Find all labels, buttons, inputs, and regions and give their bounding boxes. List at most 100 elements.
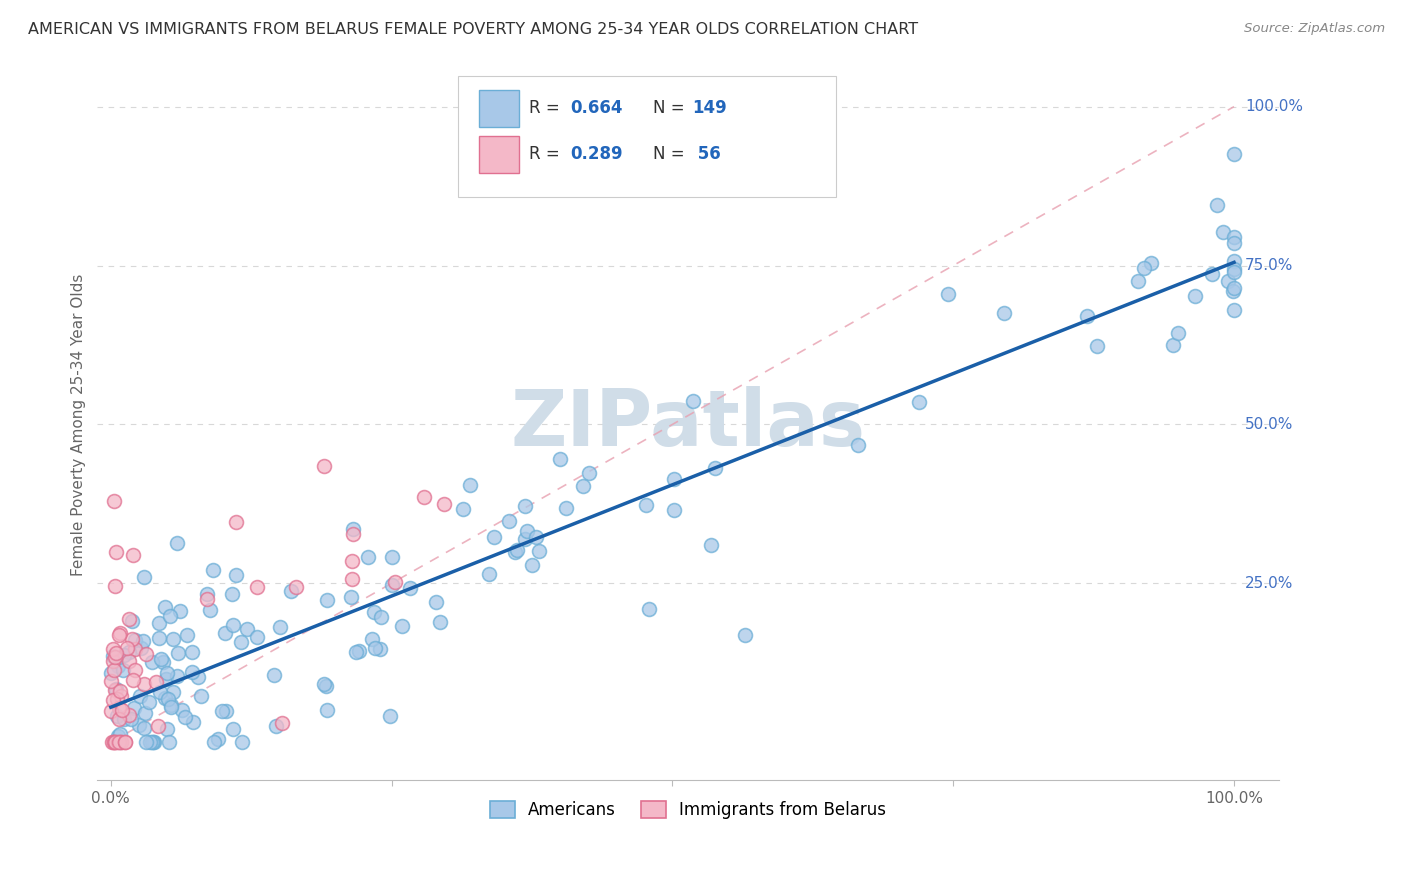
Point [132, 677, 155, 691]
Point [120, 712, 142, 726]
Point [936, 286, 959, 301]
Point [166, 669, 188, 683]
Point [357, 549, 380, 564]
Point [134, 706, 156, 720]
Point [734, 628, 756, 642]
Point [115, 640, 138, 655]
Point [105, 708, 128, 723]
FancyBboxPatch shape [479, 90, 519, 127]
Point [1206, 197, 1229, 211]
Point [110, 689, 132, 703]
Point [190, 690, 212, 704]
Point [118, 612, 141, 626]
Point [112, 663, 135, 677]
Point [114, 735, 136, 749]
Point [108, 684, 131, 698]
Point [166, 536, 188, 550]
Point [174, 710, 197, 724]
Point [128, 718, 150, 732]
Point [1133, 260, 1156, 275]
Point [105, 544, 128, 558]
Point [132, 634, 155, 648]
Point [142, 735, 165, 749]
Point [107, 735, 129, 749]
Point [364, 641, 387, 656]
Point [108, 712, 131, 726]
Point [142, 735, 165, 749]
Point [108, 701, 131, 715]
Point [149, 685, 172, 699]
Point [700, 539, 723, 553]
Point [505, 542, 527, 557]
Point [246, 581, 269, 595]
Point [312, 458, 335, 473]
Point [522, 558, 544, 573]
Point [118, 708, 141, 723]
Point [342, 527, 364, 541]
Point [169, 604, 191, 618]
Point [433, 497, 456, 511]
Point [157, 691, 180, 706]
Point [131, 641, 153, 656]
Point [172, 703, 194, 717]
Point [104, 735, 127, 749]
Point [682, 393, 704, 408]
Point [263, 667, 285, 681]
Point [271, 715, 294, 730]
Point [1223, 262, 1246, 277]
Point [103, 493, 125, 508]
Point [202, 735, 225, 749]
Legend: Americans, Immigrants from Belarus: Americans, Immigrants from Belarus [484, 794, 893, 825]
Point [124, 663, 146, 677]
Point [139, 735, 162, 749]
Point [638, 602, 661, 616]
Point [1184, 289, 1206, 303]
Point [160, 698, 183, 713]
Point [176, 628, 198, 642]
Point [107, 659, 129, 673]
Point [195, 587, 218, 601]
Point [121, 632, 143, 647]
Point [1140, 256, 1163, 270]
Point [159, 700, 181, 714]
Point [315, 702, 337, 716]
Point [132, 721, 155, 735]
Point [100, 665, 122, 680]
Point [399, 581, 422, 595]
Point [101, 641, 124, 656]
Point [316, 593, 339, 607]
Point [141, 656, 163, 670]
Text: 50.0%: 50.0% [1246, 417, 1294, 432]
Point [1126, 274, 1149, 288]
Text: 25.0%: 25.0% [1246, 576, 1294, 591]
Text: 149: 149 [692, 99, 727, 117]
Point [342, 553, 364, 567]
Point [846, 438, 869, 452]
Point [214, 625, 236, 640]
Point [503, 545, 526, 559]
Point [152, 655, 174, 669]
Point [110, 735, 132, 749]
Point [236, 622, 259, 636]
Point [221, 587, 243, 601]
Point [138, 695, 160, 709]
FancyBboxPatch shape [458, 76, 835, 196]
Point [124, 701, 146, 715]
Point [347, 644, 370, 658]
Point [156, 665, 179, 680]
Point [111, 703, 134, 717]
Point [425, 595, 447, 609]
Point [104, 579, 127, 593]
Point [146, 719, 169, 733]
Point [1212, 225, 1234, 239]
Point [482, 530, 505, 544]
Point [101, 648, 124, 663]
Point [391, 619, 413, 633]
Point [159, 608, 181, 623]
Text: Source: ZipAtlas.com: Source: ZipAtlas.com [1244, 22, 1385, 36]
FancyBboxPatch shape [479, 136, 519, 173]
Point [101, 735, 124, 749]
Point [225, 515, 247, 529]
Point [105, 691, 128, 706]
Point [121, 614, 143, 628]
